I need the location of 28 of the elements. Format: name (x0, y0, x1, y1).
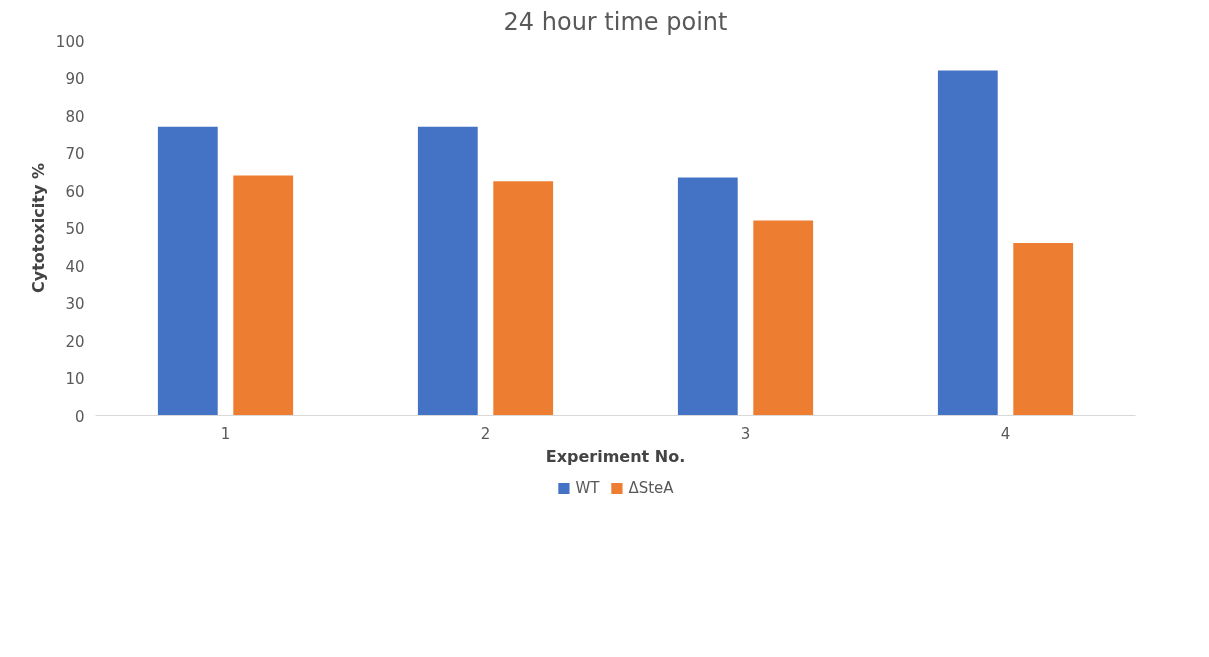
x-axis-title: Experiment No. (545, 446, 686, 466)
y-axis-title: Cytotoxicity % (28, 163, 48, 293)
bar (1013, 243, 1074, 416)
bar (753, 220, 814, 416)
y-tick-label: 90 (65, 70, 85, 88)
bar (677, 177, 738, 416)
chart-title: 24 hour time point (503, 7, 728, 36)
legend-label: WT (575, 479, 600, 497)
y-tick-label: 80 (65, 107, 85, 126)
x-tick-label: 1 (220, 424, 231, 443)
bar (233, 175, 294, 416)
y-tick-label: 50 (65, 220, 85, 238)
legend-label: ΔSteA (628, 479, 674, 497)
y-tick-label: 0 (74, 407, 85, 426)
bar (493, 181, 554, 416)
bar (417, 126, 478, 416)
bar (157, 126, 218, 416)
x-tick-label: 4 (1000, 424, 1011, 443)
y-tick-label: 10 (65, 370, 85, 388)
y-tick-label: 60 (65, 182, 85, 201)
y-tick-label: 100 (55, 32, 85, 51)
y-tick-label: 20 (65, 332, 85, 351)
y-tick-label: 40 (65, 257, 85, 276)
x-tick-label: 3 (740, 424, 751, 443)
x-tick-label: 2 (480, 424, 491, 443)
y-tick-label: 30 (65, 295, 85, 313)
y-tick-label: 70 (65, 145, 85, 163)
bar (937, 70, 998, 416)
